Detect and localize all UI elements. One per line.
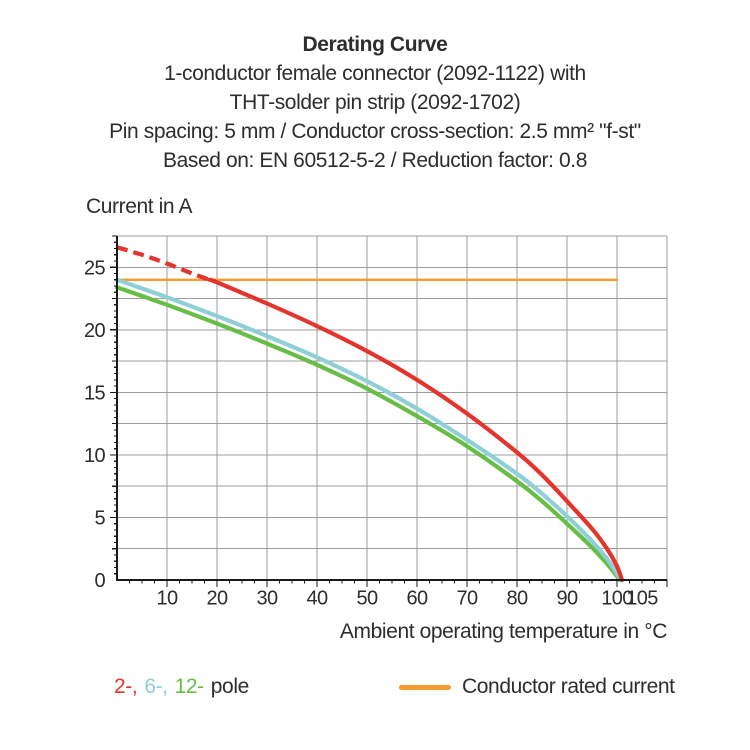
x-tick-label: 80 xyxy=(506,588,528,610)
tick-marks xyxy=(110,235,668,587)
rated-current-label: Conductor rated current xyxy=(462,675,675,698)
legend-pole-item: 12- xyxy=(174,675,205,698)
x-axis-title: Ambient operating temperature in °C xyxy=(339,620,667,643)
chart-subtitle-line-2: THT-solder pin strip (2092-1702) xyxy=(229,91,521,114)
legend-pole-suffix: pole xyxy=(210,675,250,698)
x-tick-label: 105 xyxy=(626,588,658,610)
y-tick-labels: 0 5 10 15 20 25 xyxy=(84,257,106,592)
y-tick-label: 20 xyxy=(84,320,106,342)
chart-title: Derating Curve xyxy=(302,33,448,56)
legend-rated-current: Conductor rated current xyxy=(399,675,675,699)
curve-6-pole xyxy=(114,277,623,583)
x-tick-label: 10 xyxy=(156,588,178,610)
y-tick-label: 25 xyxy=(84,257,106,279)
curve-2-pole xyxy=(207,277,625,583)
rated-current-line-swatch xyxy=(399,684,451,690)
chart-subtitle-line-4: Based on: EN 60512-5-2 / Reduction facto… xyxy=(162,149,588,172)
grid xyxy=(117,235,668,580)
x-tick-label: 30 xyxy=(256,588,278,610)
x-tick-label: 40 xyxy=(306,588,328,610)
y-tick-label: 15 xyxy=(84,382,106,404)
x-tick-label: 20 xyxy=(206,588,228,610)
chart-subtitle-line-1: 1-conductor female connector (2092-1122)… xyxy=(164,62,586,85)
axes xyxy=(116,236,667,581)
x-tick-label: 90 xyxy=(556,588,578,610)
curve-12-pole xyxy=(114,285,622,583)
curve-2-pole-extrapolation xyxy=(116,245,211,282)
y-axis-title: Current in A xyxy=(86,195,193,218)
y-tick-label: 0 xyxy=(94,570,105,592)
x-tick-label: 60 xyxy=(406,588,428,610)
y-tick-label: 5 xyxy=(94,507,105,529)
chart-title-block: Derating Curve 1-conductor female connec… xyxy=(0,30,750,175)
legend-pole-types: 2-, 6-, 12- pole xyxy=(114,675,249,699)
x-tick-label: 100 xyxy=(601,588,633,610)
chart-subtitle-line-3: Pin spacing: 5 mm / Conductor cross-sect… xyxy=(109,120,641,143)
legend-pole-item: 6-, xyxy=(144,675,168,698)
legend-pole-item: 2-, xyxy=(114,675,138,698)
y-tick-label: 10 xyxy=(84,445,106,467)
x-tick-label: 50 xyxy=(356,588,378,610)
x-tick-label: 70 xyxy=(456,588,478,610)
